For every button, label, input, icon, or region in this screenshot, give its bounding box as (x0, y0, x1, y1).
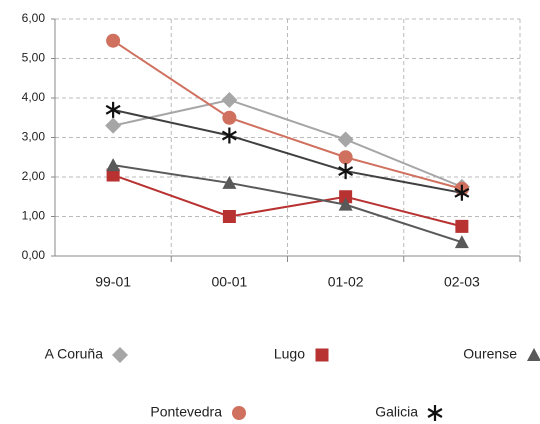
legend-marker (232, 406, 246, 420)
y-tick-label: 6,00 (22, 11, 46, 25)
series-line (112, 98, 463, 188)
y-tick-label: 0,00 (22, 248, 46, 262)
series-line (112, 39, 463, 190)
marker (106, 158, 121, 172)
marker (106, 168, 120, 182)
marker (455, 219, 469, 233)
legend-marker (427, 405, 443, 421)
marker (454, 235, 469, 249)
legend-label: Lugo (274, 346, 305, 362)
legend-label: Pontevedra (150, 404, 222, 420)
x-tick-label: 01-02 (328, 274, 364, 290)
marker (338, 150, 353, 165)
y-tick-label: 5,00 (22, 51, 46, 65)
legend-marker (527, 348, 540, 361)
series-line (112, 174, 463, 228)
series-line (112, 164, 463, 244)
marker (338, 163, 354, 180)
marker (222, 110, 237, 125)
marker (105, 117, 122, 134)
series-line (112, 108, 463, 194)
x-tick-label: 00-01 (211, 274, 247, 290)
marker (221, 127, 237, 144)
x-tick-label: 99-01 (95, 274, 131, 290)
marker (105, 101, 121, 118)
marker (222, 210, 236, 223)
marker (338, 197, 353, 211)
marker (221, 91, 238, 108)
marker (339, 190, 353, 204)
y-tick-label: 3,00 (22, 130, 46, 144)
legend-label: A Coruña (45, 346, 104, 362)
legend-label: Galicia (375, 404, 418, 420)
legend-label: Ourense (463, 346, 517, 362)
legend-marker (112, 347, 128, 363)
y-tick-label: 4,00 (22, 90, 46, 104)
x-tick-label: 02-03 (444, 274, 480, 290)
legend-marker (315, 348, 329, 362)
y-tick-label: 2,00 (22, 169, 46, 183)
marker (454, 184, 470, 201)
marker (106, 33, 121, 48)
y-tick-label: 1,00 (22, 209, 46, 223)
marker (222, 175, 237, 189)
marker (337, 131, 354, 148)
